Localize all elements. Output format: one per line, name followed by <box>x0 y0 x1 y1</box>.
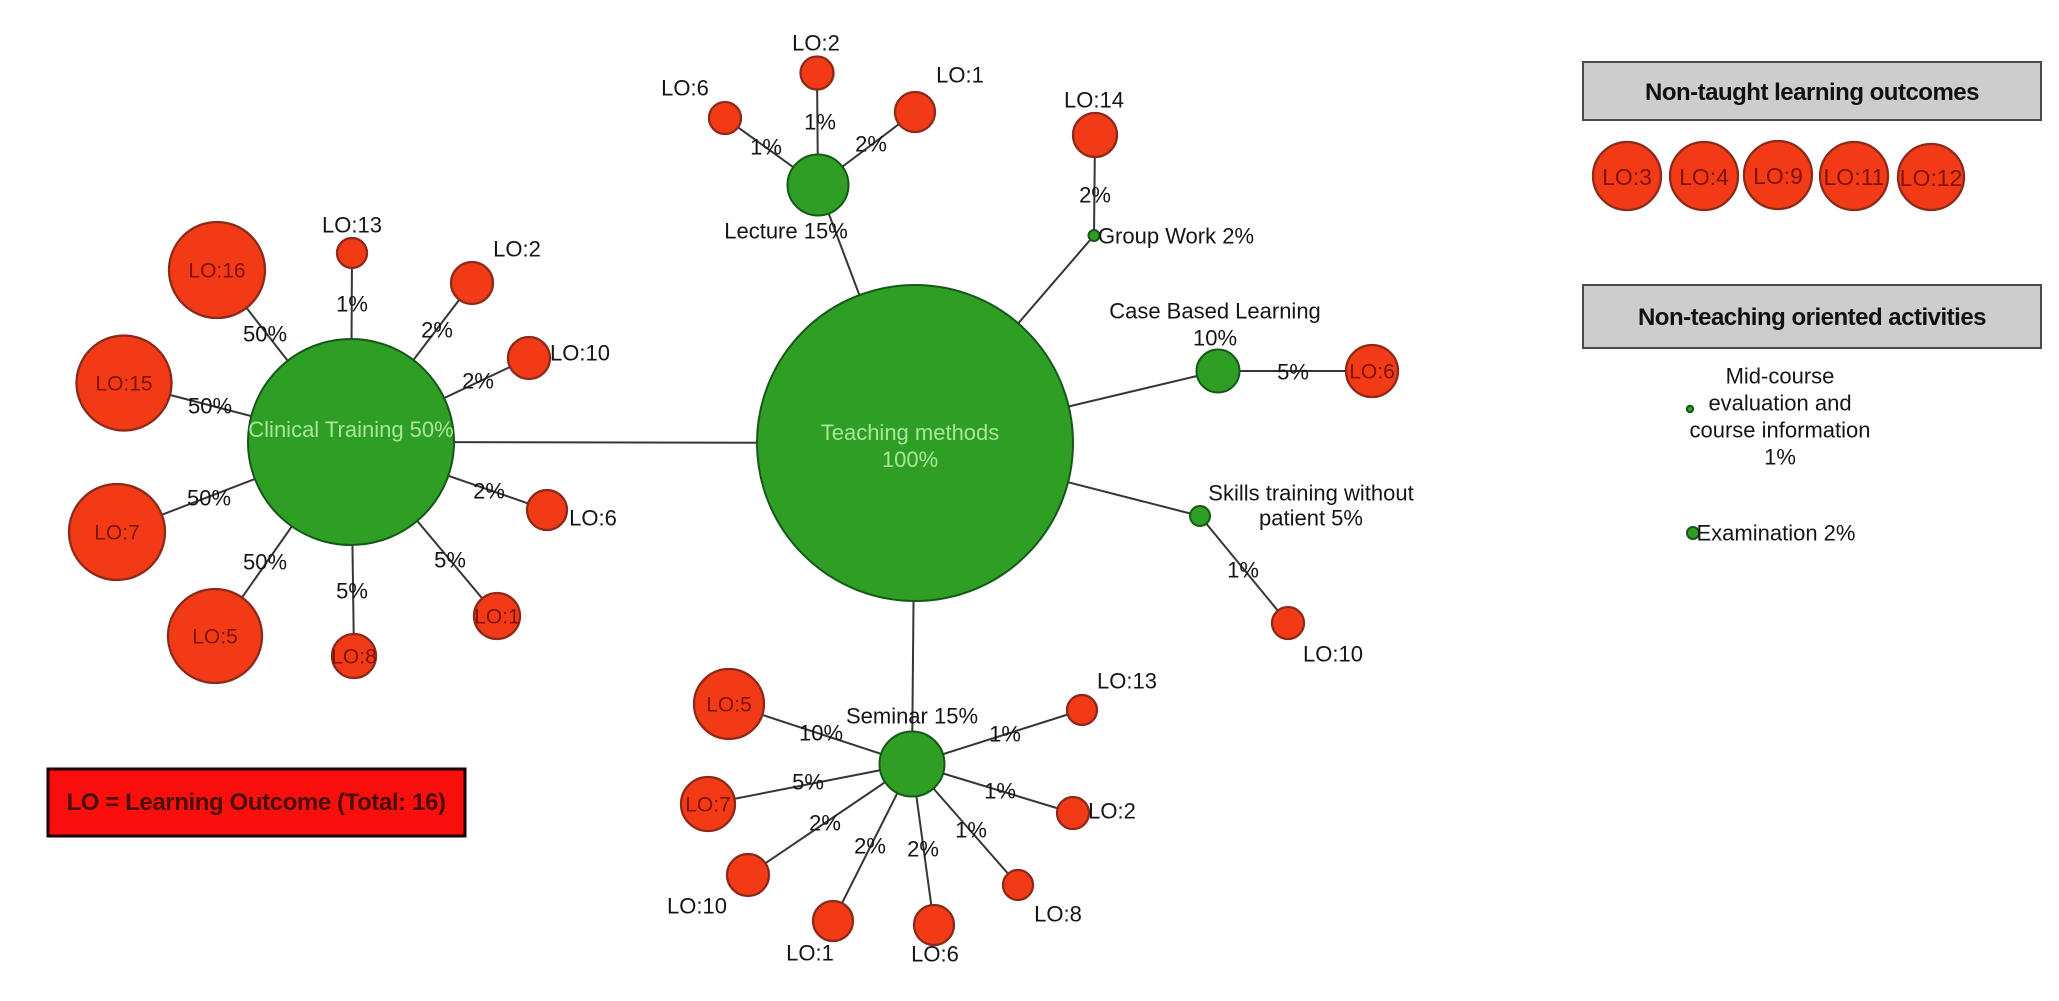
svg-text:1%: 1% <box>989 722 1021 747</box>
svg-text:evaluation and: evaluation and <box>1708 391 1851 416</box>
svg-text:Lecture 15%: Lecture 15% <box>724 219 848 244</box>
svg-text:LO:13: LO:13 <box>1097 669 1157 694</box>
svg-text:1%: 1% <box>955 818 987 843</box>
svg-text:LO:6: LO:6 <box>1349 361 1395 384</box>
svg-text:LO:6: LO:6 <box>661 76 709 101</box>
svg-text:Skills training without: Skills training without <box>1208 481 1413 506</box>
svg-text:100%: 100% <box>882 447 938 472</box>
svg-text:LO:10: LO:10 <box>667 894 727 919</box>
svg-text:LO:10: LO:10 <box>550 341 610 366</box>
svg-text:LO:2: LO:2 <box>493 237 541 262</box>
svg-text:2%: 2% <box>421 318 453 343</box>
svg-text:LO:4: LO:4 <box>1679 164 1729 190</box>
svg-text:5%: 5% <box>336 579 368 604</box>
svg-text:1%: 1% <box>984 779 1016 804</box>
svg-text:50%: 50% <box>243 550 287 575</box>
svg-text:10%: 10% <box>799 721 843 746</box>
svg-text:2%: 2% <box>907 837 939 862</box>
svg-text:2%: 2% <box>855 132 887 157</box>
svg-text:LO:1: LO:1 <box>936 63 984 88</box>
svg-text:Non-taught learning outcomes: Non-taught learning outcomes <box>1645 79 1979 106</box>
svg-text:1%: 1% <box>1227 558 1259 583</box>
svg-text:1%: 1% <box>1764 445 1796 470</box>
svg-text:Non-teaching oriented activiti: Non-teaching oriented activities <box>1638 304 1986 331</box>
svg-text:50%: 50% <box>243 322 287 347</box>
svg-text:Group Work 2%: Group Work 2% <box>1098 224 1254 249</box>
svg-text:1%: 1% <box>750 135 782 160</box>
svg-text:LO:1: LO:1 <box>786 941 834 966</box>
svg-text:5%: 5% <box>1277 360 1309 385</box>
svg-text:LO:2: LO:2 <box>792 31 840 56</box>
svg-text:LO:8: LO:8 <box>331 646 377 669</box>
svg-text:LO:12: LO:12 <box>1900 165 1963 191</box>
svg-text:10%: 10% <box>1193 326 1237 351</box>
svg-text:patient 5%: patient 5% <box>1259 506 1363 531</box>
svg-text:Case Based Learning: Case Based Learning <box>1109 299 1321 324</box>
svg-text:LO:16: LO:16 <box>188 260 245 283</box>
svg-text:5%: 5% <box>434 548 466 573</box>
svg-text:LO:6: LO:6 <box>569 506 617 531</box>
svg-text:50%: 50% <box>188 394 232 419</box>
svg-text:2%: 2% <box>1079 183 1111 208</box>
svg-text:LO:5: LO:5 <box>706 694 752 717</box>
svg-text:Clinical Training 50%: Clinical Training 50% <box>248 417 453 442</box>
svg-text:2%: 2% <box>473 479 505 504</box>
svg-text:LO:2: LO:2 <box>1088 799 1136 824</box>
svg-text:2%: 2% <box>462 369 494 394</box>
svg-text:LO:15: LO:15 <box>95 373 152 396</box>
svg-text:LO:8: LO:8 <box>1034 902 1082 927</box>
svg-text:Teaching methods: Teaching methods <box>821 420 1000 445</box>
svg-text:LO:13: LO:13 <box>322 213 382 238</box>
svg-text:LO:6: LO:6 <box>911 942 959 967</box>
svg-text:2%: 2% <box>809 811 841 836</box>
svg-text:Seminar 15%: Seminar 15% <box>846 704 978 729</box>
svg-text:course information: course information <box>1690 418 1871 443</box>
svg-text:Mid-course: Mid-course <box>1726 364 1835 389</box>
svg-text:LO:9: LO:9 <box>1753 163 1803 189</box>
svg-text:LO:7: LO:7 <box>685 794 731 817</box>
svg-text:Examination 2%: Examination 2% <box>1697 521 1856 546</box>
svg-text:1%: 1% <box>336 292 368 317</box>
svg-text:LO:10: LO:10 <box>1303 642 1363 667</box>
svg-text:5%: 5% <box>792 770 824 795</box>
svg-text:LO = Learning Outcome (Total:: LO = Learning Outcome (Total: 16) <box>66 789 445 816</box>
svg-text:1%: 1% <box>804 110 836 135</box>
svg-text:LO:11: LO:11 <box>1824 164 1885 190</box>
svg-text:LO:14: LO:14 <box>1064 88 1124 113</box>
svg-text:LO:3: LO:3 <box>1602 164 1652 190</box>
svg-text:2%: 2% <box>854 834 886 859</box>
svg-text:LO:5: LO:5 <box>192 626 238 649</box>
svg-text:LO:1: LO:1 <box>474 606 520 629</box>
svg-text:50%: 50% <box>187 486 231 511</box>
svg-text:LO:7: LO:7 <box>94 522 140 545</box>
